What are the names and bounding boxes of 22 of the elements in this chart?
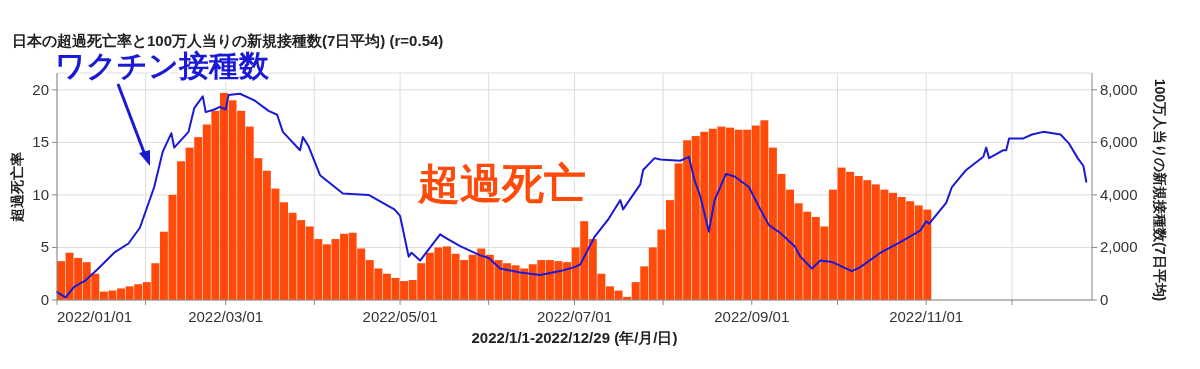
x-tick-label: 2022/01/01 (57, 308, 133, 325)
x-tick-label: 2022/07/01 (536, 308, 613, 325)
series-label: ワクチン接種数 (55, 49, 270, 82)
y-tick-label: 5 (40, 238, 49, 256)
y2-tick-label: 2,000 (1100, 238, 1138, 256)
y-axis-title: 超過死亡率 (9, 151, 25, 223)
y-tick-label: 10 (32, 185, 49, 203)
y2-axis-title: 100万人当りの新規接種数(7日平均) (1152, 78, 1168, 302)
y2-tick-label: 6,000 (1100, 133, 1138, 151)
chart-title: 日本の超過死亡率と100万人当りの新規接種数(7日平均) (r=0.54) (12, 32, 444, 49)
y2-tick-label: 4,000 (1100, 185, 1138, 203)
y-tick-label: 0 (40, 291, 49, 308)
y-tick-label: 15 (32, 133, 49, 151)
x-axis-title: 2022/1/1-2022/12/29 (年/月/日) (471, 329, 678, 346)
x-tick-label: 2022/05/01 (362, 308, 438, 325)
y2-tick-label: 0 (1100, 291, 1109, 308)
x-tick-label: 2022/03/01 (188, 308, 264, 325)
x-tick-label: 2022/11/01 (889, 308, 964, 325)
y2-tick-label: 8,000 (1100, 80, 1138, 98)
series-label: 超過死亡 (417, 160, 586, 207)
x-tick-label: 2022/09/01 (714, 308, 790, 325)
y-tick-label: 20 (32, 80, 49, 98)
